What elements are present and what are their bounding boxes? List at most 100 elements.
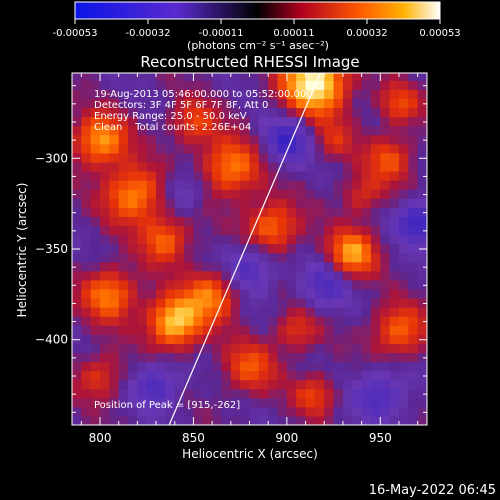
heatmap-cell xyxy=(137,143,148,154)
heatmap-cell xyxy=(212,415,223,425)
heatmap-cell xyxy=(277,370,288,381)
heatmap-cell xyxy=(165,316,176,326)
heatmap-cell xyxy=(370,107,381,118)
heatmap-cell xyxy=(277,170,288,181)
heatmap-cell xyxy=(352,361,363,372)
heatmap-cell xyxy=(268,279,279,290)
heatmap-cell xyxy=(174,279,185,290)
heatmap-cell xyxy=(277,198,288,208)
x-tick-label: 800 xyxy=(89,431,112,445)
heatmap-cell xyxy=(202,379,213,390)
heatmap-cell xyxy=(90,288,101,299)
heatmap-cell xyxy=(408,406,419,417)
heatmap-cell xyxy=(118,334,129,344)
heatmap-cell xyxy=(286,261,297,272)
heatmap-cell xyxy=(146,243,157,254)
heatmap-cell xyxy=(305,325,316,335)
heatmap-cell xyxy=(212,297,223,308)
heatmap-cell xyxy=(389,288,400,299)
heatmap-cell xyxy=(380,406,391,417)
heatmap-cell xyxy=(184,152,195,163)
heatmap-cell xyxy=(380,279,391,290)
heatmap-cell xyxy=(398,406,409,417)
heatmap-cell xyxy=(109,80,120,90)
heatmap-cell xyxy=(202,334,213,344)
heatmap-cell xyxy=(324,352,335,363)
heatmap-cell xyxy=(118,189,129,199)
heatmap-cell xyxy=(268,243,279,254)
heatmap-cell xyxy=(165,98,176,109)
heatmap-cell xyxy=(268,343,279,354)
heatmap-cell xyxy=(128,343,138,354)
heatmap-cell xyxy=(240,279,251,290)
heatmap-cell xyxy=(249,397,260,408)
heatmap-cell xyxy=(193,325,204,335)
heatmap-cell xyxy=(146,279,157,290)
heatmap-cell xyxy=(193,134,204,145)
heatmap-cell xyxy=(118,80,129,90)
heatmap-cell xyxy=(100,161,110,172)
heatmap-cell xyxy=(81,343,92,354)
heatmap-cell xyxy=(184,270,195,281)
heatmap-cell xyxy=(137,397,148,408)
heatmap-cell xyxy=(333,406,344,417)
heatmap-cell xyxy=(286,161,297,172)
heatmap-cell xyxy=(72,207,82,217)
heatmap-cell xyxy=(128,125,138,136)
heatmap-cell xyxy=(165,134,176,145)
heatmap-cell xyxy=(342,98,353,109)
heatmap-cell xyxy=(296,388,307,399)
heatmap-cell xyxy=(361,270,372,281)
heatmap-cell xyxy=(174,125,185,136)
heatmap-cell xyxy=(90,152,101,163)
heatmap-cell xyxy=(380,198,391,208)
heatmap-cell xyxy=(286,152,297,163)
heatmap-cell xyxy=(109,180,120,190)
heatmap-cell xyxy=(398,207,409,217)
heatmap-cell xyxy=(128,134,138,145)
heatmap-cell xyxy=(156,134,167,145)
heatmap-cell xyxy=(370,415,381,425)
heatmap-cell xyxy=(212,116,223,127)
heatmap-cell xyxy=(398,198,409,208)
heatmap-cell xyxy=(333,397,344,408)
heatmap-cell xyxy=(370,143,381,154)
heatmap-cell xyxy=(342,288,353,299)
heatmap-cell xyxy=(249,125,260,136)
heatmap-cell xyxy=(174,152,185,163)
heatmap-cell xyxy=(398,270,409,281)
heatmap-cell xyxy=(296,198,307,208)
heatmap-cell xyxy=(165,279,176,290)
heatmap-cell xyxy=(305,352,316,363)
heatmap-cell xyxy=(72,89,82,100)
heatmap-cell xyxy=(286,189,297,199)
heatmap-cell xyxy=(221,116,232,127)
heatmap-cell xyxy=(249,143,260,154)
heatmap-cell xyxy=(305,216,316,227)
heatmap-cell xyxy=(137,207,148,217)
heatmap-cell xyxy=(268,361,279,372)
heatmap-cell xyxy=(156,270,167,281)
heatmap-cell xyxy=(184,261,195,272)
heatmap-cell xyxy=(333,170,344,181)
heatmap-cell xyxy=(258,189,269,199)
heatmap-cell xyxy=(156,234,167,245)
heatmap-cell xyxy=(165,379,176,390)
heatmap-cell xyxy=(118,352,129,363)
heatmap-cell xyxy=(370,125,381,136)
heatmap-cell xyxy=(352,207,363,217)
heatmap-cell xyxy=(408,379,419,390)
heatmap-cell xyxy=(333,152,344,163)
heatmap-cell xyxy=(193,388,204,399)
heatmap-cell xyxy=(221,270,232,281)
heatmap-cell xyxy=(146,180,157,190)
heatmap-cell xyxy=(277,343,288,354)
heatmap-cell xyxy=(146,261,157,272)
heatmap-cell xyxy=(417,170,427,181)
heatmap-cell xyxy=(389,307,400,317)
heatmap-cell xyxy=(174,334,185,344)
heatmap-cell xyxy=(174,134,185,145)
heatmap-cell xyxy=(230,379,241,390)
heatmap-cell xyxy=(342,152,353,163)
heatmap-cell xyxy=(398,288,409,299)
